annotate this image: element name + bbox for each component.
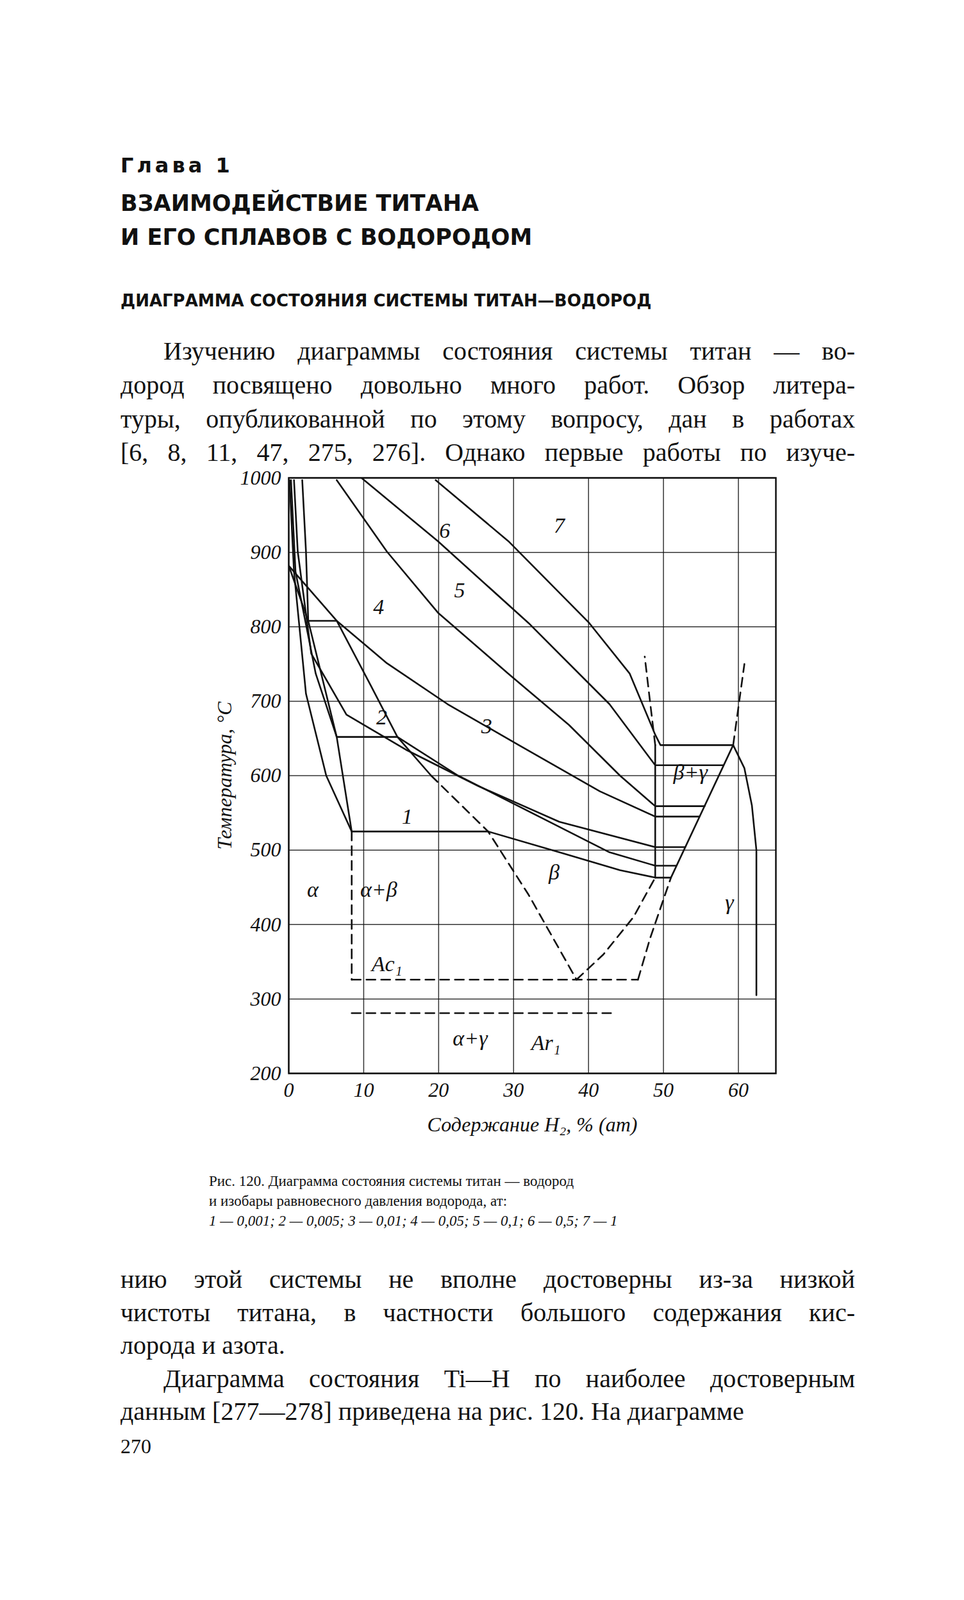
svg-text:400: 400 — [250, 912, 282, 936]
svg-text:200: 200 — [250, 1061, 282, 1085]
html-text:и изобары равновесного давлени: и изобары равновесного давления водорода… — [208, 1192, 508, 1209]
svg-text:900: 900 — [250, 540, 282, 564]
svg-text:500: 500 — [250, 837, 282, 861]
html-text:Диаграмма состояния Ti—H по на: Диаграмма состояния Ti—H по наиболее дос… — [163, 1363, 856, 1393]
svg-text:1000: 1000 — [240, 465, 282, 490]
svg-text:γ: γ — [724, 890, 735, 915]
svg-text:800: 800 — [250, 614, 282, 638]
svg-text:600: 600 — [250, 763, 282, 787]
html-text:туры, опубликованной по этому: туры, опубликованной по этому вопросу, д… — [120, 404, 856, 434]
html-text:1 — 0,001; 2 — 0,005; 3 — 0,01: 1 — 0,001; 2 — 0,005; 3 — 0,01; 4 — 0,05… — [208, 1212, 618, 1229]
svg-text:Содержание H₂, % (ат): Содержание H₂, % (ат) — [427, 1112, 638, 1136]
html-text:дород посвящено довольно много: дород посвящено довольно много работ. Об… — [120, 370, 856, 400]
html-text:[6, 8, 11, 47, 275, 276]. Одна: [6, 8, 11, 47, 275, 276]. Однако первые … — [120, 437, 856, 467]
svg-text:7: 7 — [553, 513, 566, 538]
svg-text:1: 1 — [401, 804, 413, 829]
svg-text:60: 60 — [728, 1078, 749, 1102]
html-text:Глава 1: Глава 1 — [120, 153, 234, 178]
svg-text:0: 0 — [283, 1078, 295, 1102]
svg-text:30: 30 — [502, 1078, 524, 1102]
svg-text:20: 20 — [428, 1078, 449, 1102]
svg-text:6: 6 — [439, 518, 450, 543]
html-text:ВЗАИМОДЕЙСТВИЕ ТИТАНА: ВЗАИМОДЕЙСТВИЕ ТИТАНА — [120, 190, 479, 217]
svg-text:40: 40 — [578, 1078, 599, 1102]
svg-text:50: 50 — [653, 1078, 674, 1102]
svg-text:α+γ: α+γ — [452, 1026, 489, 1050]
svg-text:α+β: α+β — [360, 877, 398, 902]
html-text:Изучению диаграммы состояния с: Изучению диаграммы состояния системы тит… — [163, 336, 856, 366]
html-text:данным [277—278] приведена на: данным [277—278] приведена на рис. 120. … — [120, 1396, 744, 1426]
svg-text:300: 300 — [249, 987, 282, 1011]
svg-text:β+γ: β+γ — [673, 760, 709, 784]
html-text:Рис. 120. Диаграмма состояния: Рис. 120. Диаграмма состояния системы ти… — [208, 1172, 574, 1189]
html-text:И ЕГО СПЛАВОВ С ВОДОРОДОМ: И ЕГО СПЛАВОВ С ВОДОРОДОМ — [120, 224, 533, 251]
svg-text:2: 2 — [376, 705, 388, 729]
svg-text:Температура, °C: Температура, °C — [212, 701, 236, 850]
html-text:ДИАГРАММА СОСТОЯНИЯ СИСТЕМЫ ТИ: ДИАГРАММА СОСТОЯНИЯ СИСТЕМЫ ТИТАН—ВОДОРО… — [120, 290, 652, 311]
svg-text:Ac₁: Ac₁ — [370, 951, 403, 976]
svg-text:α: α — [307, 877, 320, 902]
html-text:лорода и азота.: лорода и азота. — [120, 1330, 286, 1360]
html-text:нию этой системы не вполне дос: нию этой системы не вполне достоверны из… — [120, 1264, 856, 1294]
svg-text:10: 10 — [353, 1078, 374, 1102]
html-text:чистоты титана, в частности бо: чистоты титана, в частности большого сод… — [120, 1297, 856, 1327]
svg-text:5: 5 — [454, 578, 466, 602]
svg-text:Ar₁: Ar₁ — [530, 1030, 561, 1055]
svg-text:3: 3 — [480, 714, 493, 738]
svg-text:4: 4 — [373, 594, 384, 619]
html-text:270: 270 — [120, 1434, 152, 1458]
svg-text:β: β — [548, 860, 560, 884]
svg-text:700: 700 — [250, 689, 282, 713]
